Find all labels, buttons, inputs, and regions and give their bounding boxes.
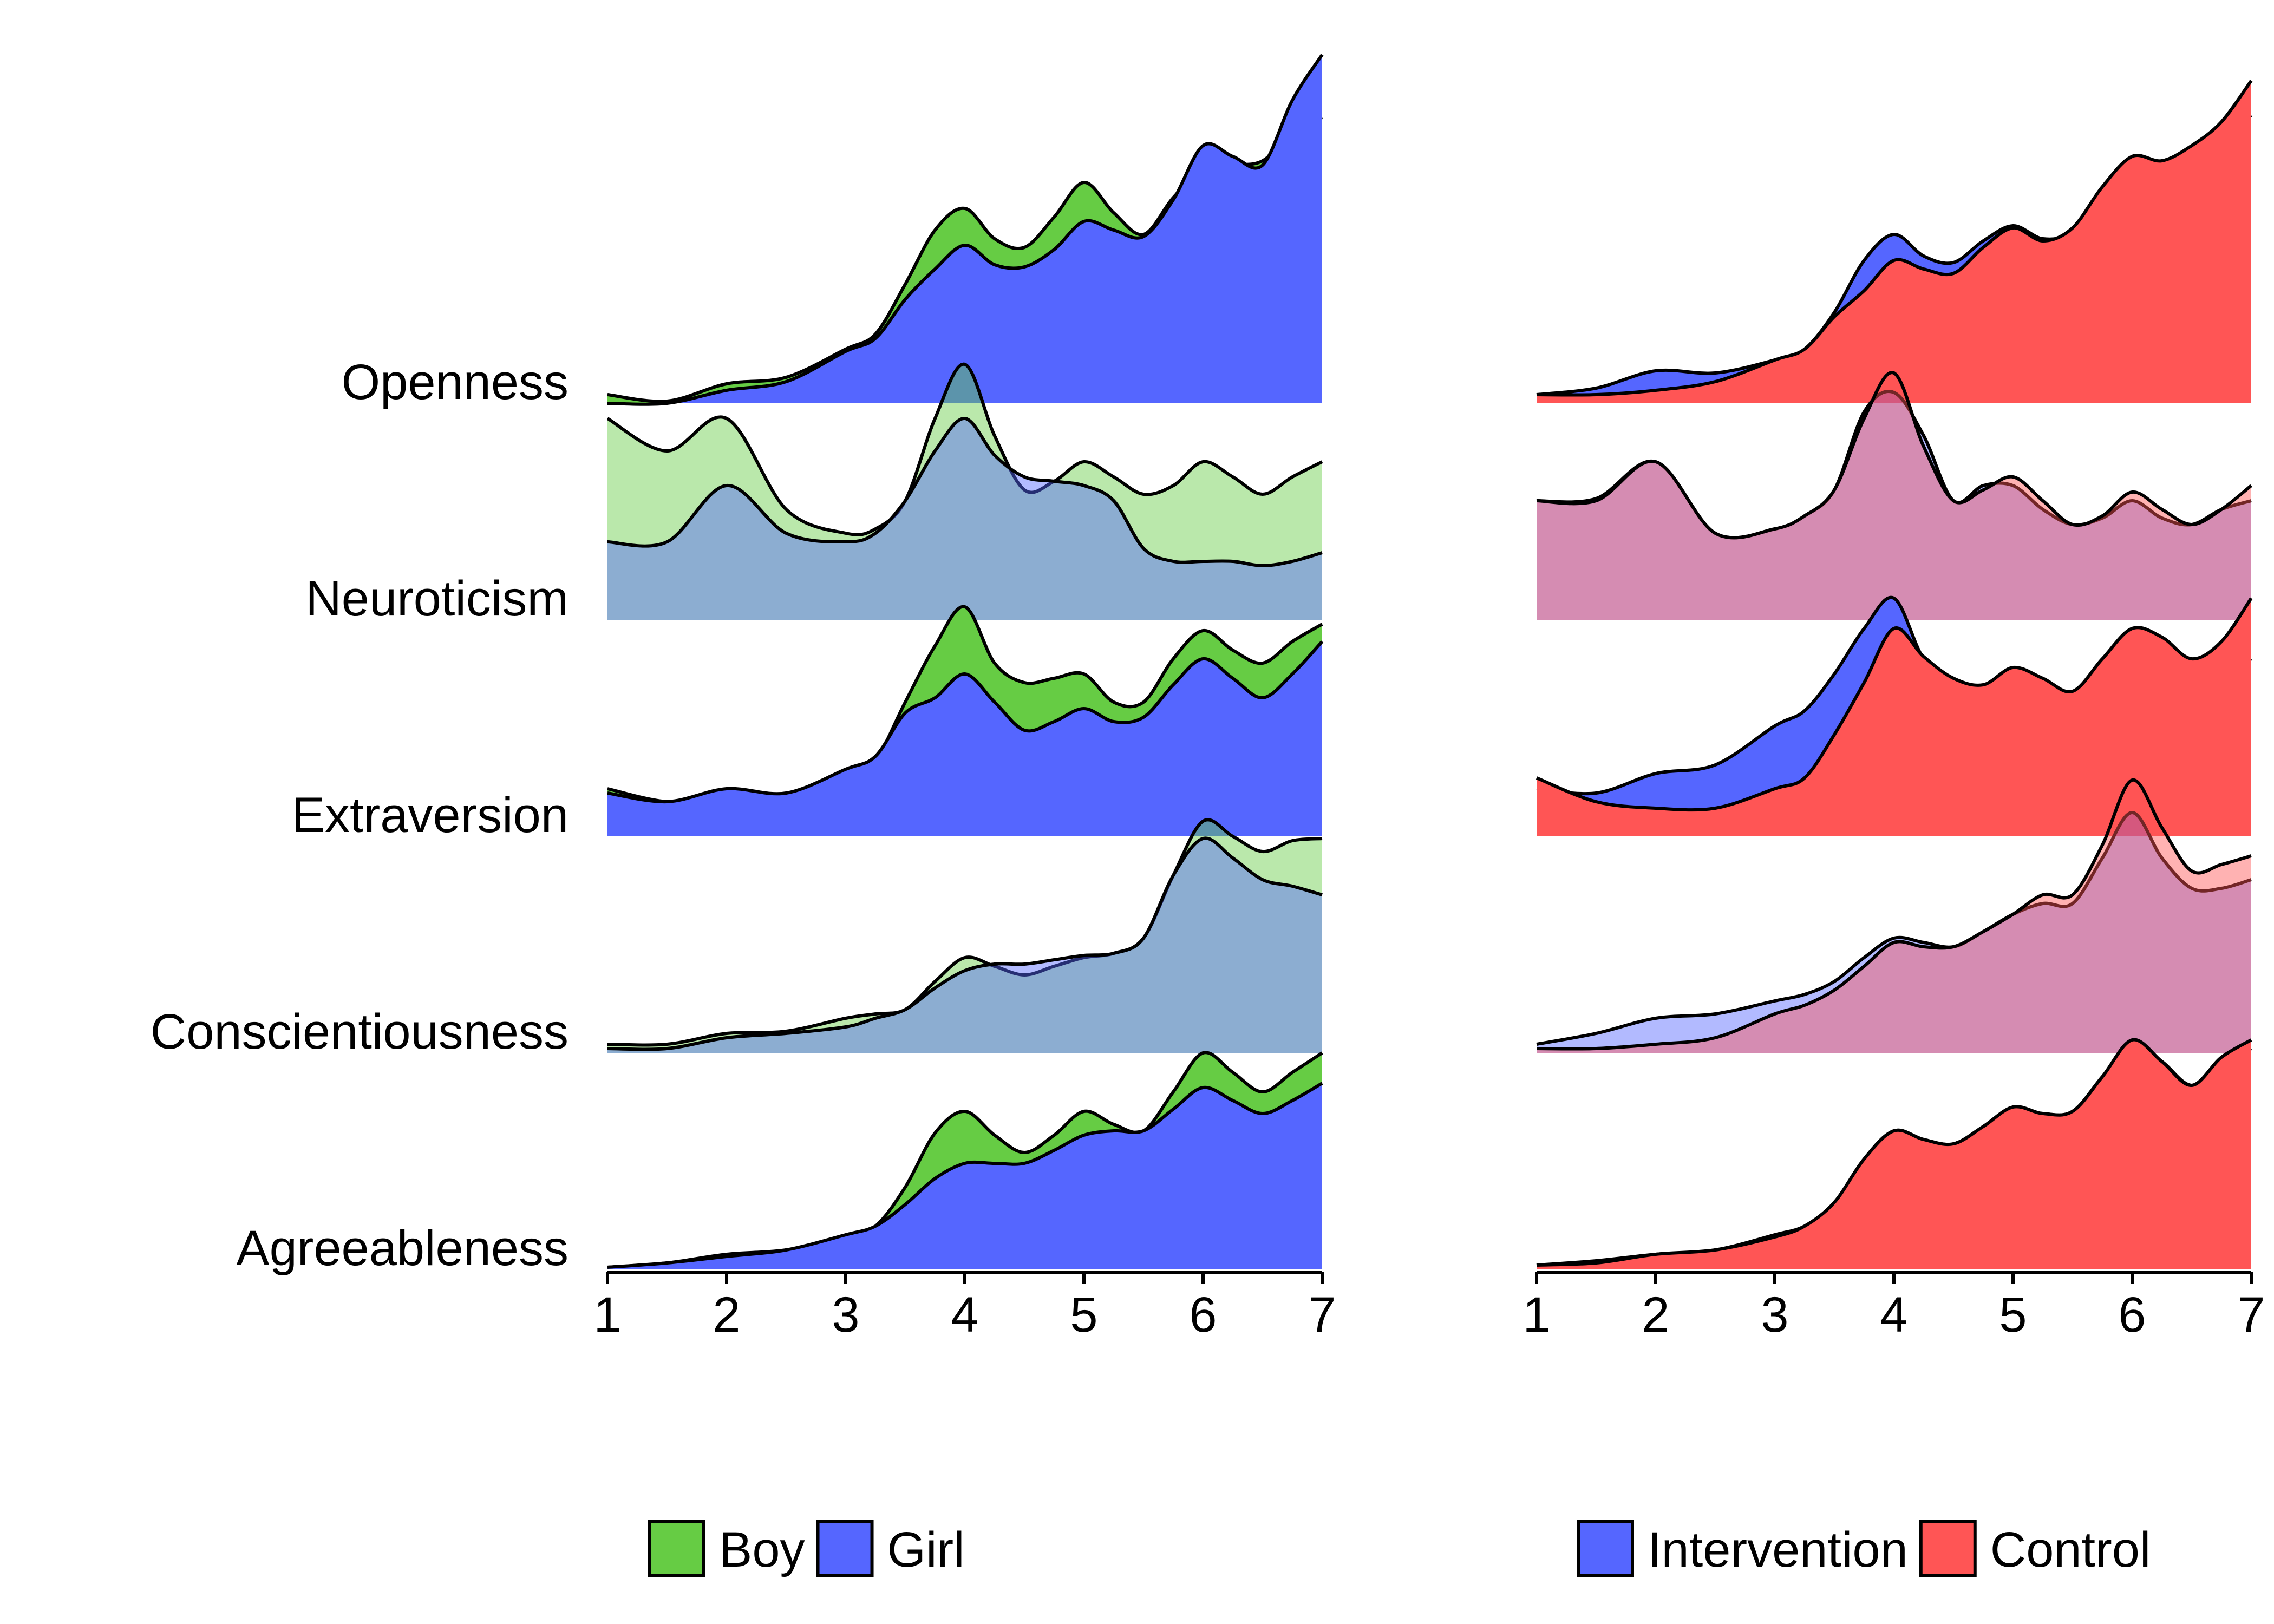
left-density-line-conscientiousness-boy xyxy=(607,818,1323,1047)
right-x-tick-label: 4 xyxy=(1880,1287,1907,1343)
right-density-line-openness-control xyxy=(1536,80,2253,397)
left-density-line-extraversion-girl xyxy=(607,640,1324,804)
left-x-tick-label: 5 xyxy=(1070,1287,1097,1343)
right-density-line-conscientiousness-control xyxy=(1536,778,2252,1051)
right-density-area-agreeableness-control xyxy=(1537,1039,2251,1269)
left-x-axis: 1 2 3 4 5 6 7 xyxy=(593,1271,1336,1343)
right-legend-label-intervention: Intervention xyxy=(1648,1522,1908,1577)
left-ridgeline-panel: 1 2 3 4 5 6 7 xyxy=(593,54,1336,1343)
left-ridge-agreeableness xyxy=(607,1051,1323,1269)
right-legend-entry-intervention: Intervention xyxy=(1577,1520,1908,1577)
left-density-area-conscientiousness-boy xyxy=(607,820,1322,1053)
left-density-area-neuroticism-boy xyxy=(607,364,1322,620)
left-density-line-neuroticism-boy xyxy=(606,362,1323,536)
right-x-tick-label: 5 xyxy=(1999,1287,2027,1343)
right-x-axis: 1 2 3 4 5 6 7 xyxy=(1522,1271,2265,1343)
right-legend-swatch-control xyxy=(1919,1520,1977,1577)
right-density-line-agreeableness-control xyxy=(1536,1038,2252,1267)
right-legend-entry-control: Control xyxy=(1919,1520,2151,1577)
right-legend-label-control: Control xyxy=(1990,1522,2151,1577)
left-legend: Boy Girl xyxy=(648,1520,965,1577)
left-legend-label-girl: Girl xyxy=(887,1522,965,1577)
right-density-area-neuroticism-control xyxy=(1537,372,2251,620)
left-ridge-conscientiousness xyxy=(607,818,1323,1053)
right-x-tick-label: 6 xyxy=(2118,1287,2146,1343)
right-x-tick-label: 3 xyxy=(1761,1287,1788,1343)
left-density-area-neuroticism-girl xyxy=(607,418,1322,620)
left-density-area-extraversion-girl xyxy=(607,641,1322,836)
left-legend-entry-boy: Boy xyxy=(648,1520,805,1577)
right-density-area-conscientiousness-intervention xyxy=(1537,813,2251,1053)
right-x-tick-label: 2 xyxy=(1642,1287,1669,1343)
right-density-line-extraversion-control xyxy=(1535,597,2253,812)
right-x-tick-label: 1 xyxy=(1522,1287,1550,1343)
left-density-line-neuroticism-girl xyxy=(607,417,1323,567)
trait-label-openness: Openness xyxy=(342,355,568,410)
right-legend-swatch-intervention xyxy=(1577,1520,1634,1577)
left-legend-entry-girl: Girl xyxy=(816,1520,965,1577)
left-x-tick-label: 4 xyxy=(951,1287,978,1343)
left-ridge-openness xyxy=(607,54,1324,406)
trait-label-conscientiousness: Conscientiousness xyxy=(151,1004,568,1059)
left-x-tick-label: 6 xyxy=(1189,1287,1217,1343)
left-ridge-extraversion xyxy=(607,605,1324,836)
left-density-area-conscientiousness-girl xyxy=(607,838,1322,1053)
right-density-line-neuroticism-control xyxy=(1536,371,2252,540)
trait-label-extraversion: Extraversion xyxy=(292,788,568,843)
left-x-tick-label: 7 xyxy=(1308,1287,1336,1343)
right-ridge-openness xyxy=(1536,80,2253,403)
right-ridge-neuroticism xyxy=(1536,371,2252,620)
left-density-line-openness-girl xyxy=(607,54,1324,406)
right-ridgeline-panel: 1 2 3 4 5 6 7 xyxy=(1522,80,2265,1343)
left-legend-swatch-girl xyxy=(816,1520,874,1577)
right-ridge-agreeableness xyxy=(1536,1038,2252,1269)
left-density-line-conscientiousness-girl xyxy=(607,836,1323,1051)
right-ridge-conscientiousness xyxy=(1536,778,2252,1053)
left-density-line-agreeableness-girl xyxy=(607,1082,1323,1269)
right-x-tick-label: 7 xyxy=(2237,1287,2265,1343)
left-density-area-openness-girl xyxy=(607,55,1322,404)
right-density-area-conscientiousness-control xyxy=(1537,780,2251,1053)
trait-label-neuroticism: Neuroticism xyxy=(305,571,568,626)
right-density-area-extraversion-control xyxy=(1537,598,2251,836)
left-legend-swatch-boy xyxy=(648,1520,705,1577)
left-legend-label-boy: Boy xyxy=(719,1522,805,1577)
left-ridge-neuroticism xyxy=(606,362,1323,620)
left-density-area-agreeableness-girl xyxy=(607,1083,1322,1269)
right-ridge-extraversion xyxy=(1535,595,2253,836)
left-x-tick-label: 2 xyxy=(713,1287,740,1343)
right-legend: Intervention Control xyxy=(1577,1520,2151,1577)
left-x-tick-label: 3 xyxy=(832,1287,859,1343)
left-x-tick-label: 1 xyxy=(593,1287,621,1343)
right-density-area-neuroticism-intervention xyxy=(1537,391,2251,620)
trait-labels: Openness Neuroticism Extraversion Conscient… xyxy=(151,355,568,1276)
right-density-area-openness-control xyxy=(1537,81,2251,403)
trait-label-agreeableness: Agreeableness xyxy=(236,1221,568,1276)
